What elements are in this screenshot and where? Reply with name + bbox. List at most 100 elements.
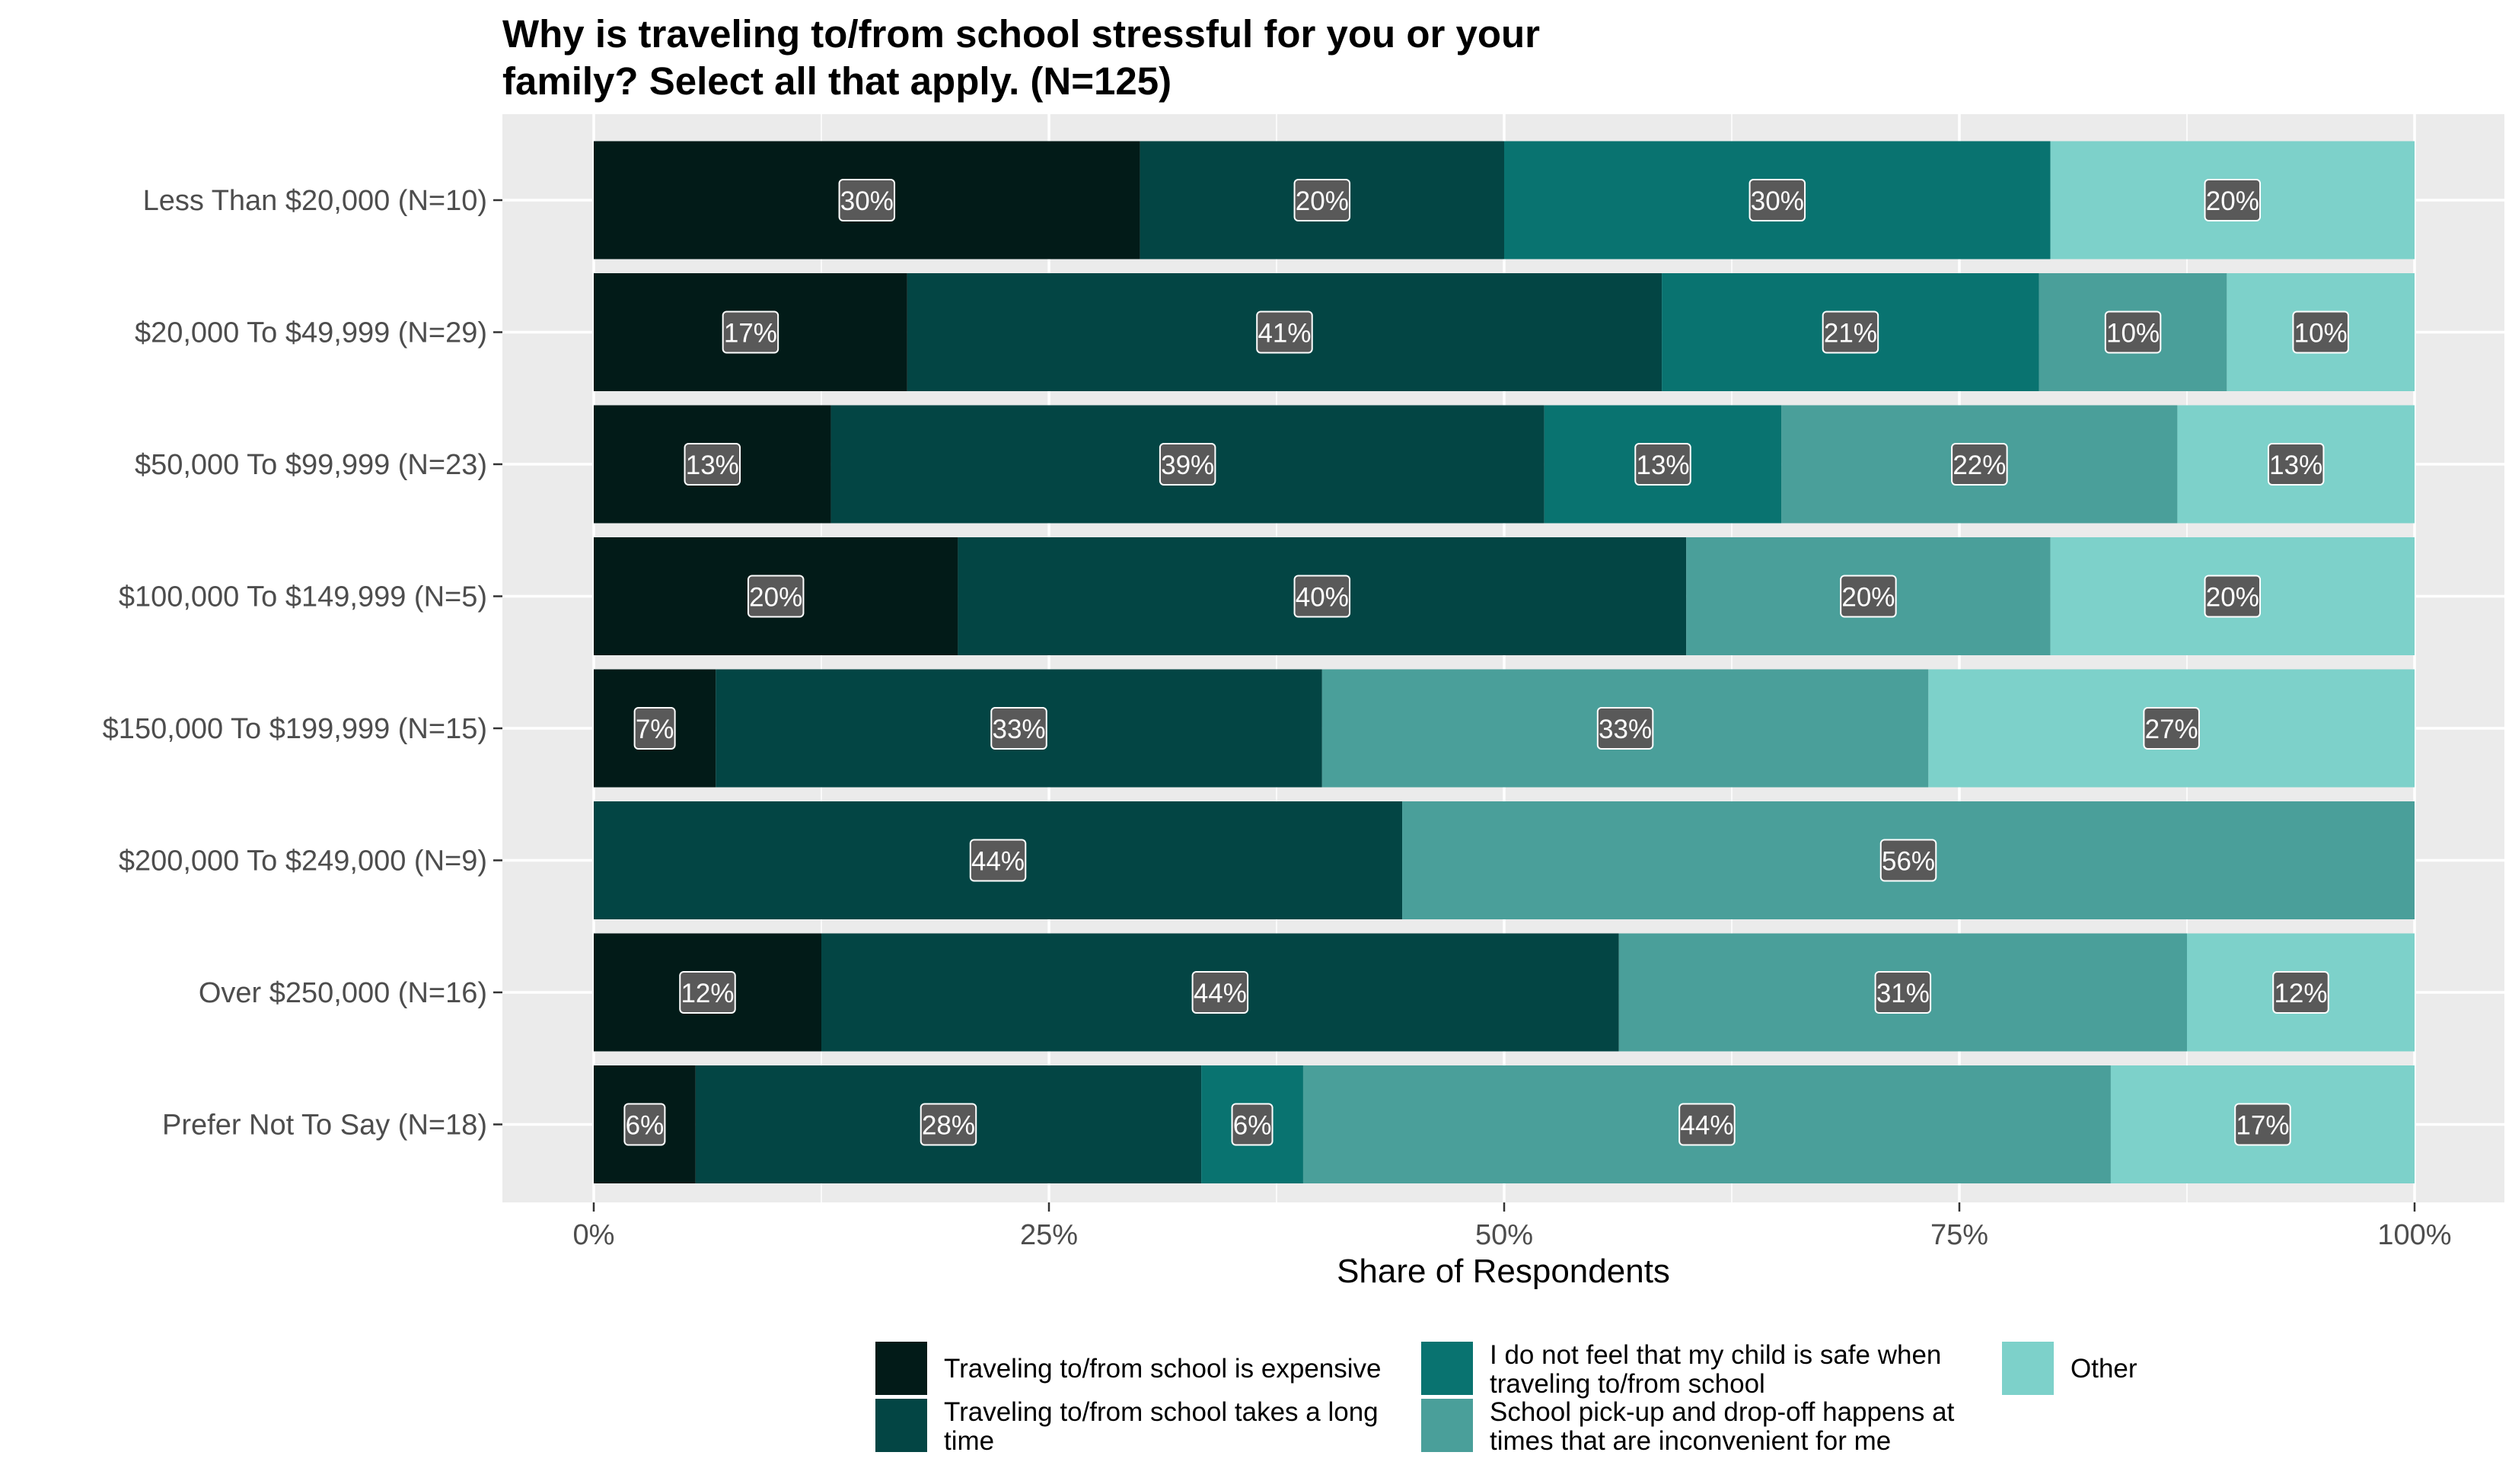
legend-key [875, 1342, 927, 1395]
data-label-box [1951, 443, 2008, 486]
x-tick-label: 75% [1930, 1219, 1988, 1251]
data-label-box [1596, 707, 1654, 750]
data-label-box [2234, 1103, 2291, 1146]
data-label-text: 40% [1296, 583, 1349, 613]
data-label-box [2267, 443, 2325, 486]
data-label-text: 28% [922, 1111, 975, 1141]
data-label: 33% [1596, 707, 1654, 750]
data-label: 28% [920, 1103, 977, 1146]
data-label: 7% [633, 707, 676, 750]
data-label-text: 7% [636, 715, 674, 744]
data-label: 13% [2267, 443, 2325, 486]
data-label: 21% [1822, 310, 1879, 354]
x-tick-label: 0% [573, 1219, 615, 1251]
category-label: Less Than $20,000 (N=10) [143, 185, 487, 217]
data-label: 13% [1634, 443, 1691, 486]
data-label: 39% [1159, 443, 1216, 486]
data-label-text: 20% [2206, 583, 2259, 613]
data-label-text: 27% [2145, 715, 2198, 744]
data-label: 40% [1293, 575, 1351, 618]
data-label: 6% [623, 1103, 666, 1146]
data-label-text: 12% [681, 979, 734, 1008]
data-label: 20% [1293, 179, 1351, 221]
legend-label: Other [2070, 1354, 2137, 1384]
category-label: $20,000 To $49,999 (N=29) [135, 317, 487, 349]
data-label-box [1191, 971, 1249, 1014]
data-label-box [1256, 310, 1313, 354]
legend-label: I do not feel that my child is safe when… [1490, 1340, 1941, 1399]
data-label-text: 6% [626, 1111, 665, 1141]
legend-item: Other [2002, 1342, 2137, 1395]
data-label-box [969, 839, 1027, 882]
data-label-box [1840, 575, 1897, 618]
data-label-text: 13% [2269, 451, 2322, 480]
legend: Traveling to/from school is expensive Tra… [875, 1340, 2137, 1456]
data-label-box [1749, 179, 1806, 221]
data-label-box [2272, 971, 2329, 1014]
data-label-box [838, 179, 896, 221]
category-label: $200,000 To $249,000 (N=9) [119, 845, 487, 877]
data-label-text: 20% [1296, 186, 1349, 216]
data-label-text: 44% [971, 847, 1025, 877]
data-label: 12% [679, 971, 736, 1014]
data-label-text: 30% [1751, 186, 1804, 216]
data-label-box [2204, 179, 2262, 221]
data-label-box [990, 707, 1047, 750]
data-label-text: 20% [2206, 186, 2259, 216]
category-label: $150,000 To $199,999 (N=15) [103, 713, 487, 745]
data-label: 22% [1951, 443, 2008, 486]
data-label-box [679, 971, 736, 1014]
data-label-box [722, 310, 779, 354]
data-label-text: 17% [724, 319, 777, 349]
category-label: $100,000 To $149,999 (N=5) [119, 581, 487, 613]
legend-label: School pick-up and drop-off happens at ti… [1490, 1397, 1955, 1456]
data-label-box [920, 1103, 977, 1146]
legend-key [875, 1399, 927, 1452]
category-label: $50,000 To $99,999 (N=23) [135, 449, 487, 481]
legend-key [1421, 1342, 1473, 1395]
data-label-box [2292, 310, 2349, 354]
data-label-box [623, 1103, 666, 1146]
data-label: 20% [1840, 575, 1897, 618]
data-label-text: 20% [749, 583, 802, 613]
data-label-text: 44% [1680, 1111, 1733, 1141]
data-label-text: 21% [1824, 319, 1877, 349]
data-label-box [1293, 179, 1351, 221]
category-label: Over $250,000 (N=16) [199, 977, 487, 1009]
data-label-text: 20% [1841, 583, 1895, 613]
chart-title-line-2: family? Select all that apply. (N=125) [502, 59, 1172, 103]
data-label-box [1634, 443, 1691, 486]
legend-item: I do not feel that my child is safe when… [1421, 1340, 1941, 1399]
legend-item: Traveling to/from school takes a long tim… [875, 1397, 1379, 1456]
data-label: 20% [2204, 179, 2262, 221]
data-label-text: 13% [1636, 451, 1689, 480]
data-label-box [1159, 443, 1216, 486]
data-label-text: 33% [1599, 715, 1652, 744]
data-label: 13% [684, 443, 741, 486]
data-label-box [747, 575, 805, 618]
data-label: 44% [1678, 1103, 1736, 1146]
data-label-box [1879, 839, 1937, 882]
data-label-box [1231, 1103, 1274, 1146]
data-label: 30% [838, 179, 896, 221]
x-axis-title: Share of Respondents [1337, 1253, 1670, 1290]
x-tick-label: 100% [2377, 1219, 2451, 1251]
data-label-box [684, 443, 741, 486]
data-label-text: 30% [840, 186, 894, 216]
data-label-box [2104, 310, 2162, 354]
chart-title-line-1: Why is traveling to/from school stressfu… [502, 12, 1540, 56]
data-label: 20% [2204, 575, 2262, 618]
legend-key [1421, 1399, 1473, 1452]
data-label: 56% [1879, 839, 1937, 882]
data-label: 17% [2234, 1103, 2291, 1146]
data-label: 12% [2272, 971, 2329, 1014]
data-label-box [1874, 971, 1932, 1014]
data-label-text: 6% [1233, 1111, 1272, 1141]
data-label: 10% [2292, 310, 2349, 354]
data-label-box [2204, 575, 2262, 618]
data-label: 41% [1256, 310, 1313, 354]
legend-label: Traveling to/from school takes a long tim… [944, 1397, 1379, 1456]
data-label: 31% [1874, 971, 1932, 1014]
data-label-box [1822, 310, 1879, 354]
legend-key [2002, 1342, 2054, 1395]
